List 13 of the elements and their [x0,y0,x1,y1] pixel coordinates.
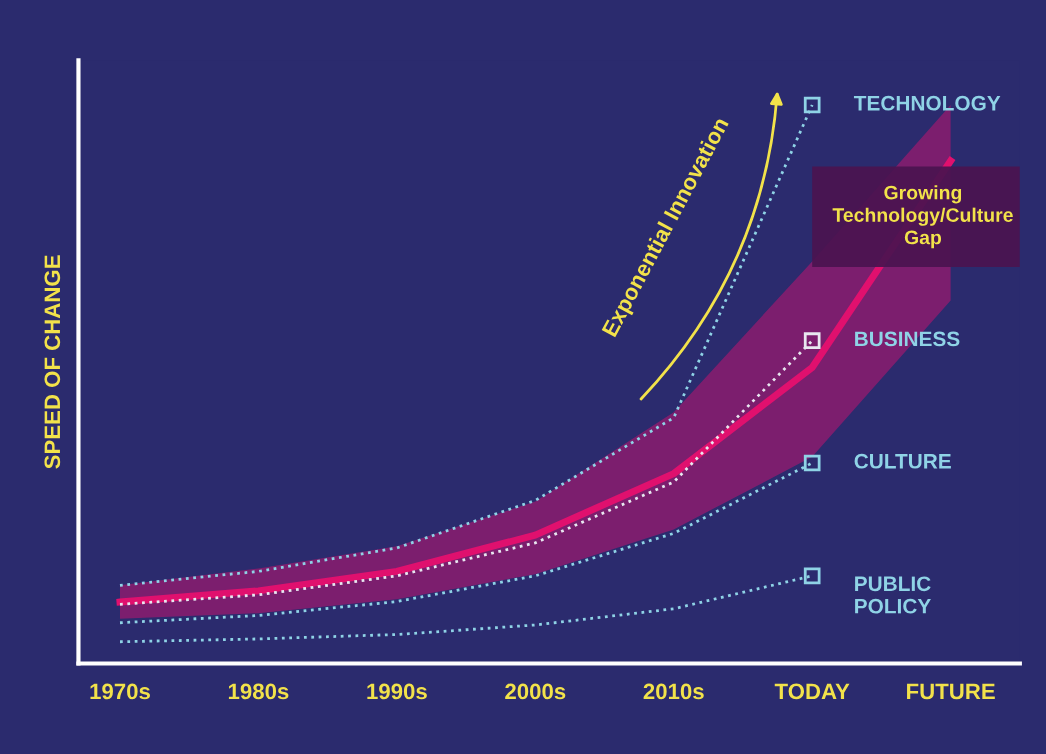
x-tick-label: 1980s [228,683,289,700]
x-tick-label: 2000s [505,683,566,700]
x-tick-label: 1970s [90,683,150,700]
series-label: CULTURE [854,453,951,469]
series-label: PUBLIC POLICY [855,576,931,614]
x-tick-label: 2010s [643,683,704,700]
x-tick-label: FUTURE [907,683,995,700]
y-axis-title: SPEED OF CHANGE [44,255,61,469]
annotation: Growing Technology/Culture Gap [832,185,1013,249]
series-label: TECHNOLOGY [853,95,1001,111]
series-label: BUSINESS [855,331,960,347]
x-tick-label: 1990s [367,683,427,700]
x-tick-label: TODAY [774,683,850,700]
